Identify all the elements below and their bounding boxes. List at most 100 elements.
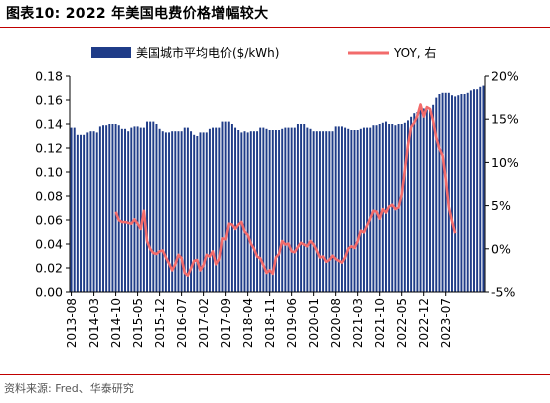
price-bar	[136, 126, 139, 293]
price-bar	[366, 127, 369, 292]
price-bar	[322, 131, 325, 292]
left-tick-label: 0.10	[35, 165, 63, 180]
price-bar	[127, 131, 130, 292]
price-bar	[391, 124, 394, 292]
price-bar	[86, 132, 89, 292]
price-bar	[296, 124, 299, 292]
price-bar	[331, 131, 334, 292]
axes	[69, 76, 486, 293]
price-bar	[246, 132, 249, 292]
x-tick-label: 2018-04	[241, 298, 255, 348]
price-bar	[278, 130, 281, 292]
price-bar	[102, 125, 104, 292]
price-bar	[218, 127, 221, 292]
price-bar	[158, 128, 161, 292]
price-bar	[350, 130, 353, 292]
price-bar	[287, 127, 290, 292]
price-bar	[70, 127, 73, 292]
price-bar	[466, 92, 469, 292]
price-bar	[205, 132, 208, 292]
price-bar	[221, 121, 224, 292]
x-tick-label: 2021-10	[373, 298, 387, 348]
price-bar	[199, 132, 202, 292]
price-bar	[457, 95, 460, 292]
price-bar	[215, 127, 218, 292]
price-bar	[303, 124, 306, 292]
price-bar	[334, 126, 337, 293]
price-bar	[105, 125, 108, 292]
title-rule	[0, 27, 550, 28]
price-bar	[416, 112, 419, 292]
left-tick-label: 0.16	[35, 93, 63, 108]
price-bar	[89, 131, 92, 292]
price-bar	[243, 131, 246, 292]
price-bar	[83, 134, 86, 292]
price-bar	[413, 113, 416, 292]
price-bar	[463, 94, 466, 292]
price-bar	[252, 131, 255, 292]
price-bar	[240, 132, 243, 292]
x-tick-label: 2019-06	[285, 298, 299, 348]
price-bar	[117, 125, 120, 292]
price-bar	[224, 121, 227, 292]
x-tick-label: 2022-05	[395, 298, 409, 348]
price-bar	[473, 89, 475, 292]
price-bar	[177, 131, 180, 292]
price-bar	[318, 131, 321, 292]
price-bar	[479, 86, 482, 292]
left-tick-label: 0.12	[35, 141, 63, 156]
price-bar	[186, 127, 189, 292]
price-bar	[108, 124, 111, 292]
price-bar	[381, 122, 384, 292]
legend-line-label: YOY, 右	[393, 45, 436, 60]
price-bar	[476, 89, 479, 292]
price-bar	[80, 134, 82, 292]
right-tick-label: 10%	[491, 155, 519, 170]
price-bar	[161, 131, 164, 292]
x-tick-label: 2023-07	[439, 298, 453, 348]
price-bar	[230, 124, 233, 292]
price-bar	[281, 128, 284, 292]
price-bar	[438, 94, 441, 292]
price-bar	[482, 85, 485, 292]
price-bar	[340, 126, 343, 293]
price-bar	[362, 127, 365, 292]
price-bar	[469, 90, 472, 293]
right-tick-label: 5%	[491, 198, 511, 213]
legend-bar-label: 美国城市平均电价($/kWh)	[136, 45, 279, 60]
price-bar	[451, 95, 453, 292]
price-bar	[400, 124, 403, 292]
price-bar	[378, 124, 381, 292]
price-bar	[312, 131, 315, 292]
price-bar	[422, 108, 425, 293]
price-bar	[114, 124, 117, 292]
price-bar	[168, 132, 171, 292]
price-bar	[268, 130, 271, 292]
x-tick-label: 2016-07	[175, 298, 189, 348]
price-bar	[419, 109, 422, 292]
x-tick-label: 2015-05	[131, 298, 145, 348]
price-bar	[432, 104, 435, 292]
left-tick-label: 0.06	[35, 213, 63, 228]
x-axis-ticks: 2013-08 2014-03 2014-10 2015-05 2015-12 2016-…	[65, 292, 453, 348]
right-tick-label: 20%	[491, 69, 519, 84]
price-bar	[190, 131, 193, 292]
price-bar	[410, 116, 413, 292]
price-bar	[256, 131, 259, 292]
chart-title: 图表10: 2022 年美国电费价格增幅较大	[6, 6, 269, 22]
x-tick-label: 2015-12	[153, 298, 167, 348]
price-bar	[259, 127, 262, 292]
price-bar	[403, 122, 406, 292]
price-bar	[372, 125, 375, 292]
price-bar	[306, 127, 309, 292]
price-bar	[180, 131, 183, 292]
left-tick-label: 0.00	[35, 285, 63, 300]
price-bar	[262, 127, 265, 292]
right-tick-label: 15%	[491, 112, 519, 127]
price-bar	[196, 136, 199, 292]
price-bar	[124, 128, 126, 292]
price-bar	[315, 131, 318, 292]
chart-plot: 美国城市平均电价($/kWh) YOY, 右 0.000.020.040.060…	[35, 45, 519, 348]
price-bar	[384, 121, 387, 292]
price-bar	[356, 130, 359, 292]
